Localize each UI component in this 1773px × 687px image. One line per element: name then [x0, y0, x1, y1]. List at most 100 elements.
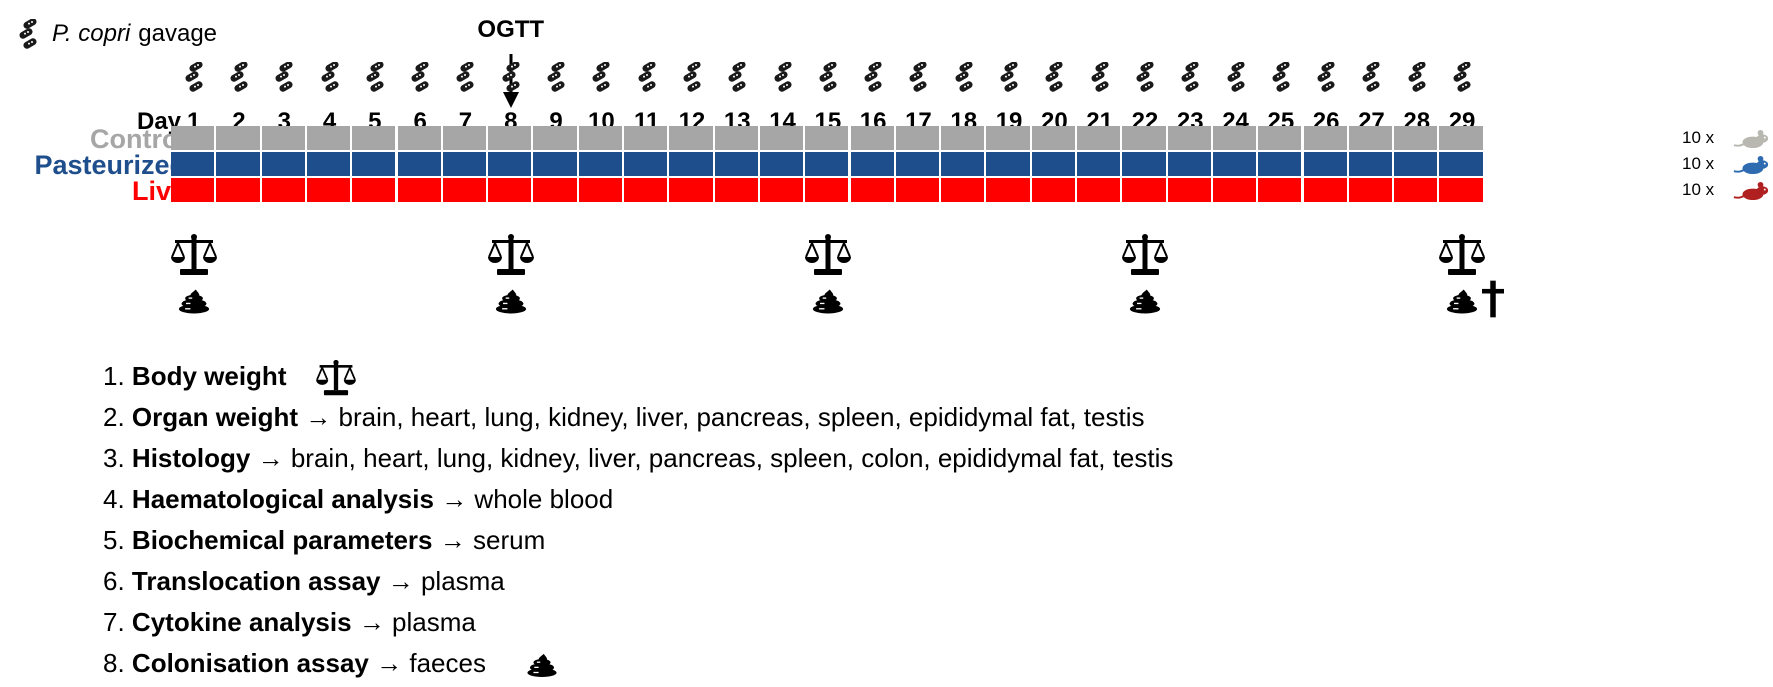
list-item: 8. Colonisation assay → faeces: [103, 643, 1173, 684]
list-item: 4. Haematological analysis → whole blood: [103, 479, 1173, 520]
bacteria-icon: [1357, 62, 1385, 92]
day-cell: [714, 152, 758, 176]
item-name: Cytokine analysis: [131, 607, 352, 638]
day-cell: [171, 152, 215, 176]
day-cell: [488, 178, 532, 202]
day-cell: [1303, 126, 1347, 150]
item-target: plasma: [420, 566, 505, 597]
bacteria-icon: [1086, 62, 1114, 92]
arrow-icon: →: [358, 607, 385, 638]
day-cell: [1077, 178, 1121, 202]
day-cell: [1258, 178, 1302, 202]
day-cell: [1212, 126, 1257, 150]
arrow-icon: →: [441, 484, 468, 515]
scale-icon: [170, 233, 218, 277]
day-cell: [1031, 152, 1075, 176]
item-name: Histology: [131, 443, 251, 474]
legend-species: P. copri: [52, 20, 131, 47]
day-cell: [352, 126, 396, 150]
day-cell: [895, 126, 940, 150]
bacteria-icon: [859, 62, 887, 92]
bacteria-icon: [316, 62, 344, 92]
day-cell: [1394, 152, 1438, 176]
day-cell: [216, 126, 260, 150]
day-cell: [533, 126, 577, 150]
list-item: 2. Organ weight → brain, heart, lung, ki…: [103, 397, 1173, 438]
day-cell: [578, 126, 622, 150]
arrow-icon: →: [305, 402, 332, 433]
mouse-icon: [1732, 180, 1770, 201]
day-cell: [1122, 178, 1166, 202]
ogtt-label: OGTT: [477, 16, 545, 43]
item-target: serum: [472, 525, 546, 556]
item-number: 2.: [103, 402, 125, 433]
item-number: 5.: [103, 525, 125, 556]
mouse-icon: [1732, 128, 1770, 149]
day-cell: [1122, 152, 1166, 176]
arrow-icon: →: [387, 566, 414, 597]
item-name: Organ weight: [131, 402, 299, 433]
day-cell: [895, 178, 940, 202]
bacteria-icon: [1222, 62, 1250, 92]
day-cell: [533, 178, 577, 202]
gavage-legend: P. copri gavage: [14, 16, 217, 52]
bacteria-icon: [1267, 62, 1295, 92]
group-count: 10 x: [1682, 180, 1715, 199]
scale-icon: [487, 233, 535, 277]
list-item: 3. Histology → brain, heart, lung, kidne…: [103, 438, 1173, 479]
group-count: 10 x: [1682, 128, 1715, 147]
group-row-control: Control 10 x: [0, 124, 1773, 154]
bacteria-icon: [180, 62, 208, 92]
item-target: plasma: [392, 607, 476, 638]
legend-action: gavage: [138, 20, 218, 47]
day-cell: [1303, 178, 1347, 202]
day-cell: [352, 178, 396, 202]
bacteria-icon: [225, 62, 253, 92]
bacteria-icon: [814, 62, 842, 92]
item-name: Translocation assay: [131, 566, 381, 597]
day-cell: [1031, 178, 1075, 202]
day-cell: [1348, 126, 1393, 150]
day-cell: [261, 126, 305, 150]
day-cell: [1258, 152, 1302, 176]
cross-icon: [1482, 280, 1505, 318]
group-row-live: Live 10 x: [0, 176, 1773, 206]
faeces-icon: [526, 653, 558, 678]
day-cell: [397, 178, 441, 202]
day-cell: [216, 178, 260, 202]
list-item: 6. Translocation assay → plasma: [103, 561, 1173, 602]
day-cell: [941, 152, 985, 176]
day-cell: [669, 152, 713, 176]
bacteria-icon: [1176, 62, 1204, 92]
day-cell: [759, 152, 804, 176]
item-number: 7.: [103, 607, 125, 638]
item-target: faeces: [409, 648, 486, 679]
day-cell: [442, 152, 487, 176]
scale-icon: [314, 359, 358, 397]
item-number: 4.: [103, 484, 125, 515]
bacteria-icon: [1448, 62, 1476, 92]
item-target: whole blood: [474, 484, 614, 515]
day-cell: [1348, 152, 1393, 176]
day-cell: [986, 178, 1030, 202]
day-cell: [850, 152, 894, 176]
arrow-icon: →: [257, 443, 284, 474]
day-cell: [306, 152, 351, 176]
day-cell: [850, 178, 894, 202]
day-cell: [941, 126, 985, 150]
day-cell: [488, 126, 532, 150]
day-cell: [216, 152, 260, 176]
faeces-icon: [495, 288, 527, 314]
item-name: Biochemical parameters: [131, 525, 433, 556]
day-cell: [714, 178, 758, 202]
group-label: Pasteurized: [34, 150, 186, 180]
day-cell: [624, 178, 668, 202]
day-cell: [578, 178, 622, 202]
day-cell: [1031, 126, 1075, 150]
scale-icon: [1121, 233, 1169, 277]
day-cell: [397, 126, 441, 150]
day-cell: [1167, 126, 1211, 150]
analyses-list: 1. Body weight 2. Organ weight → brain, …: [103, 356, 1173, 684]
day-cell: [1077, 126, 1121, 150]
day-cell: [624, 152, 668, 176]
